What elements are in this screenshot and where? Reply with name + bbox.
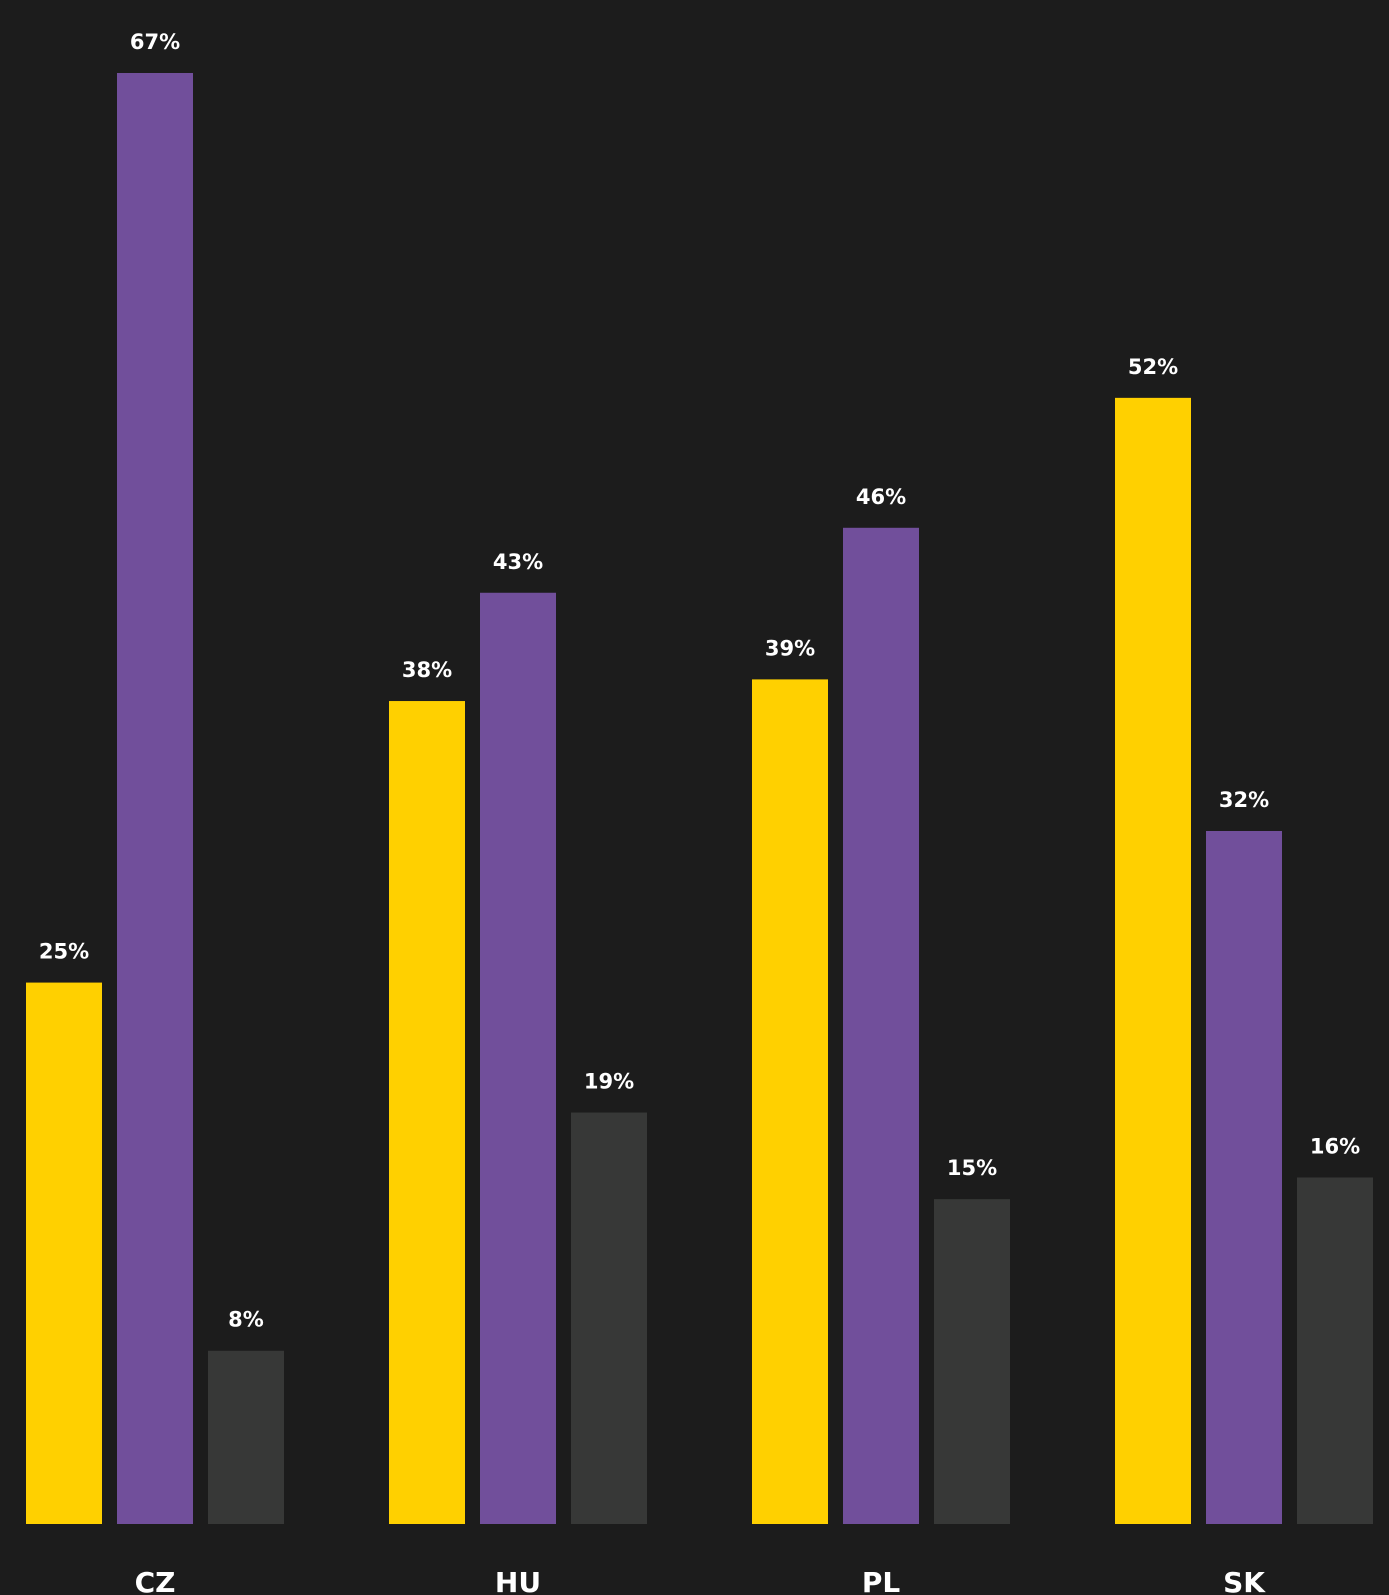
value-label-pl-series-2: 46%	[856, 485, 906, 509]
bar-sk-series-2	[1206, 830, 1282, 1524]
bar-pl-series-1	[752, 679, 828, 1524]
bar-cz-series-2	[117, 73, 193, 1524]
value-label-cz-series-1: 25%	[39, 940, 89, 964]
bar-pl-series-2	[843, 527, 919, 1524]
category-label-hu: HU	[495, 1566, 541, 1595]
value-label-hu-series-2: 43%	[493, 550, 543, 574]
value-label-sk-series-2: 32%	[1219, 788, 1269, 812]
value-label-sk-series-3: 16%	[1310, 1134, 1360, 1158]
bar-sk-series-3	[1297, 1177, 1373, 1524]
value-label-pl-series-1: 39%	[765, 636, 815, 660]
bar-hu-series-2	[480, 592, 556, 1524]
value-label-pl-series-3: 15%	[947, 1156, 997, 1180]
bars-layer	[26, 73, 1373, 1525]
category-labels-layer: CZ HU PL SK	[135, 1566, 1267, 1595]
bar-cz-series-3	[208, 1350, 284, 1524]
value-label-sk-series-1: 52%	[1128, 355, 1178, 379]
bar-hu-series-1	[389, 701, 465, 1524]
value-label-cz-series-3: 8%	[228, 1308, 264, 1332]
value-labels-layer: 25% 67% 8% 38% 43% 19% 39% 46% 15% 52% 32% 16%	[39, 30, 1360, 1332]
bar-cz-series-1	[26, 982, 102, 1524]
category-label-cz: CZ	[135, 1566, 176, 1595]
bar-pl-series-3	[934, 1199, 1010, 1524]
value-label-cz-series-2: 67%	[130, 30, 180, 54]
bar-hu-series-3	[571, 1112, 647, 1524]
value-label-hu-series-3: 19%	[584, 1070, 634, 1094]
category-label-sk: SK	[1223, 1566, 1266, 1595]
bar-sk-series-1	[1115, 397, 1191, 1525]
category-label-pl: PL	[862, 1566, 901, 1595]
value-label-hu-series-1: 38%	[402, 658, 452, 682]
